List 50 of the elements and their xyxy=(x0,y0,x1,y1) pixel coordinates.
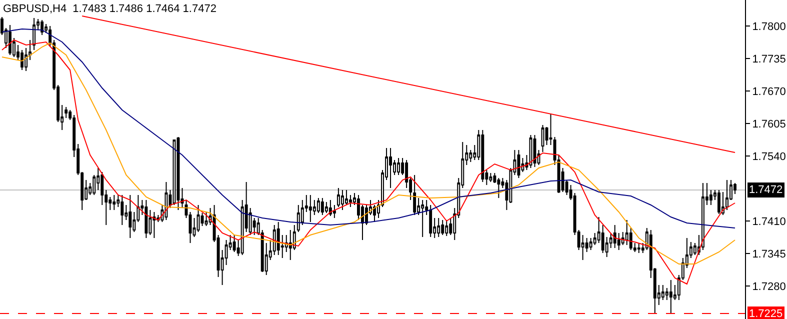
candlestick xyxy=(517,150,520,178)
candlestick xyxy=(717,190,720,214)
candlestick xyxy=(128,194,132,238)
candlestick xyxy=(316,198,320,214)
y-tick-label: 1.7410 xyxy=(752,216,786,228)
y-tick-label: 1.7605 xyxy=(752,118,786,130)
candlestick xyxy=(389,148,392,188)
line-series xyxy=(2,28,736,228)
candlestick xyxy=(164,182,168,220)
candlestick xyxy=(533,134,536,168)
candlestick xyxy=(413,174,416,216)
candlestick xyxy=(340,190,344,210)
candlestick xyxy=(40,20,44,36)
candlestick xyxy=(445,220,448,236)
y-tick-label: 1.7280 xyxy=(752,280,786,293)
y-tick-label: 1.7345 xyxy=(752,248,786,260)
candlestick xyxy=(320,198,324,216)
candlestick xyxy=(64,106,68,118)
candlestick xyxy=(529,134,532,168)
y-tick-label: 1.7540 xyxy=(752,150,786,163)
candlestick xyxy=(232,234,236,252)
candlestick xyxy=(8,24,12,56)
candlestick xyxy=(489,172,492,182)
candlestick xyxy=(669,280,672,314)
candlestick xyxy=(421,200,424,238)
y-tick-label: 1.7735 xyxy=(752,53,786,66)
candlestick xyxy=(204,212,208,226)
candlestick xyxy=(152,212,156,238)
candlestick xyxy=(441,220,444,236)
candlestick xyxy=(336,188,340,208)
candlestick xyxy=(324,202,328,214)
candlestick xyxy=(32,18,36,50)
candlestick xyxy=(144,200,148,238)
candlestick xyxy=(112,194,116,210)
candlestick xyxy=(120,194,124,226)
candlestick xyxy=(637,242,640,254)
candlestick xyxy=(377,200,380,218)
y-tick-label: 1.7800 xyxy=(752,20,786,33)
candlestick xyxy=(308,194,312,222)
ref-line-label: 1.7472 xyxy=(749,184,783,196)
candlestick xyxy=(397,158,400,176)
candlestick xyxy=(549,114,552,146)
ref-line-label: 1.7225 xyxy=(749,308,783,319)
candlestick xyxy=(481,130,484,182)
y-tick-label: 1.7670 xyxy=(752,86,786,98)
candlestick xyxy=(276,222,280,256)
candlestick xyxy=(437,218,440,238)
candlestick xyxy=(613,224,616,248)
chart-title: GBPUSD,H4 1.7483 1.7486 1.7464 1.7472 xyxy=(3,3,216,15)
candlestick xyxy=(541,124,544,152)
